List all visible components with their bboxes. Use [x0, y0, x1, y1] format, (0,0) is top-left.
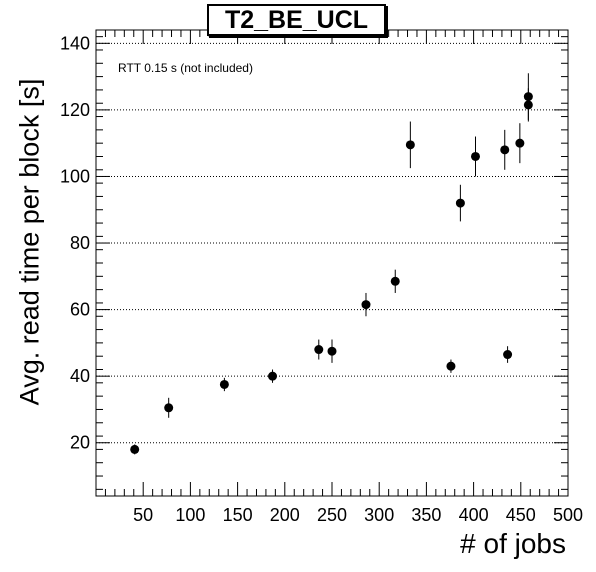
- data-point: [390, 276, 400, 286]
- data-point: [268, 371, 278, 381]
- x-tick-label: 350: [411, 505, 441, 525]
- x-tick-label: 50: [133, 505, 153, 525]
- data-point: [523, 100, 533, 110]
- rtt-annotation: RTT 0.15 s (not included): [118, 61, 253, 75]
- x-axis-label: # of jobs: [460, 528, 566, 559]
- data-point: [455, 198, 465, 208]
- chart-title: T2_BE_UCL: [207, 4, 386, 36]
- data-point: [164, 403, 174, 413]
- y-tick-label: 60: [70, 300, 90, 320]
- data-point: [405, 140, 415, 150]
- data-point: [327, 346, 337, 356]
- x-tick-label: 250: [317, 505, 347, 525]
- data-point: [446, 361, 456, 371]
- data-points: [130, 73, 533, 455]
- y-tick-label: 40: [70, 366, 90, 386]
- grid-lines: [96, 42, 568, 444]
- data-point: [470, 151, 480, 161]
- data-point: [219, 379, 229, 389]
- tick-labels: 20 40 60 80 100 120 140 50 100 150 200 250 300 350 400…: [60, 33, 583, 525]
- data-point: [500, 145, 510, 155]
- x-tick-label: 400: [459, 505, 489, 525]
- y-tick-label: 120: [60, 100, 90, 120]
- x-tick-label: 300: [364, 505, 394, 525]
- data-point: [361, 300, 371, 310]
- x-tick-label: 450: [506, 505, 536, 525]
- x-tick-label: 150: [223, 505, 253, 525]
- y-axis-label: Avg. read time per block [s]: [14, 78, 45, 406]
- y-tick-label: 80: [70, 233, 90, 253]
- data-point: [130, 444, 140, 454]
- x-tick-label: 500: [553, 505, 583, 525]
- data-point: [503, 350, 513, 360]
- data-point: [515, 138, 525, 148]
- y-tick-label: 100: [60, 166, 90, 186]
- axis-ticks: [96, 30, 569, 496]
- x-tick-label: 100: [175, 505, 205, 525]
- y-tick-label: 20: [70, 433, 90, 453]
- x-tick-label: 200: [270, 505, 300, 525]
- data-point: [314, 345, 324, 355]
- plot-frame: [95, 29, 569, 497]
- y-tick-label: 140: [60, 33, 90, 53]
